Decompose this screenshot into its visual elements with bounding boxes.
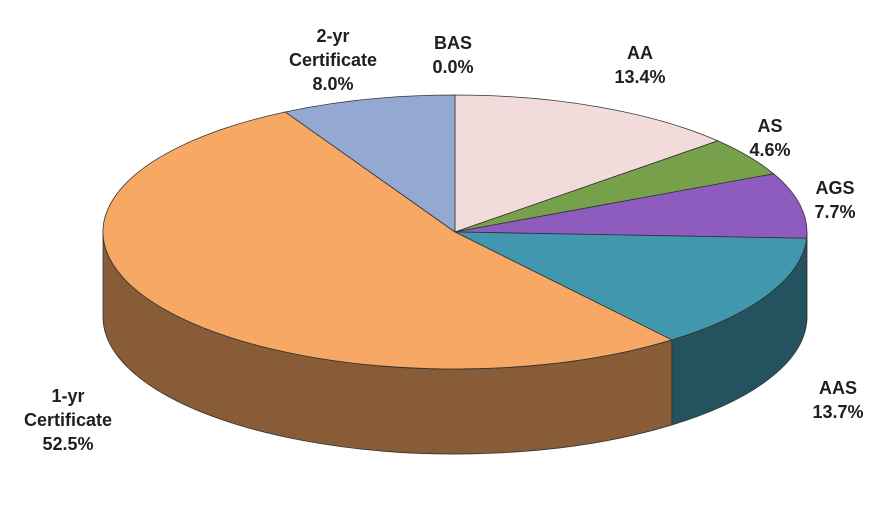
category-name: BAS <box>433 33 472 53</box>
slice-label: BAS 0.0% <box>393 31 513 79</box>
category-name: AA <box>627 43 653 63</box>
slice <box>454 231 808 341</box>
slice <box>102 111 673 370</box>
slice-label: 2-yr Certificate 8.0% <box>273 24 393 96</box>
slice-label: AGS 7.7% <box>775 176 875 224</box>
value-label: 13.4% <box>614 67 666 87</box>
slice <box>284 94 456 233</box>
slice-label: AAS 13.7% <box>778 376 875 424</box>
category-name: 2-yr Certificate <box>288 26 378 70</box>
category-name: 1-yr Certificate <box>23 386 113 430</box>
value-label: 52.5% <box>42 434 94 454</box>
value-label: 4.6% <box>749 140 791 160</box>
value-label: 0.0% <box>432 57 474 77</box>
value-label: 7.7% <box>814 202 856 222</box>
value-label: 8.0% <box>312 74 354 94</box>
value-label: 13.7% <box>812 402 864 422</box>
slice <box>454 94 719 233</box>
slice-label: AS 4.6% <box>710 114 830 162</box>
category-name: AAS <box>818 378 857 398</box>
slice-label: 1-yr Certificate 52.5% <box>8 384 128 456</box>
slice <box>454 173 808 239</box>
slice-label: AA 13.4% <box>580 41 700 89</box>
category-name: AS <box>757 116 783 136</box>
category-name: AGS <box>815 178 855 198</box>
